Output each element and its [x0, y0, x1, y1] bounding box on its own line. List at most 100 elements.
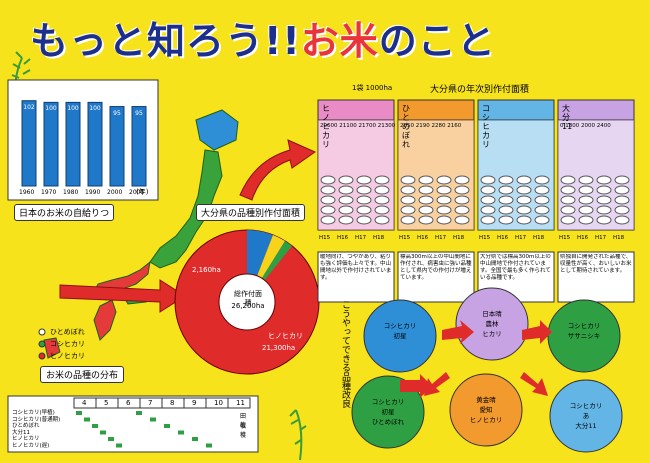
- calendar-legend: 田植: [240, 413, 247, 429]
- rice-bag-icon: [614, 215, 630, 225]
- yearly-column-name: ひとめぼれ: [402, 104, 410, 149]
- calendar-month: 8: [170, 399, 175, 407]
- planting-mark: [108, 437, 114, 441]
- yearly-column-values: 2050 2190 2280 2160: [400, 123, 462, 129]
- self-sufficiency-value: 100: [89, 105, 101, 113]
- yearly-year-label: H16: [577, 235, 589, 241]
- arrow-to-pie: [59, 279, 186, 313]
- calendar-month: 4: [82, 399, 87, 407]
- breeding-line: 日本晴: [482, 310, 502, 318]
- self-sufficiency-bar: [43, 101, 59, 187]
- rice-bag-icon: [516, 185, 532, 195]
- breeding-line: コシヒカリ: [383, 322, 417, 330]
- yearly-year-label: H18: [373, 235, 385, 241]
- calendar-row-label: コシヒカリ(早植): [12, 410, 55, 416]
- self-sufficiency-value: 102: [23, 103, 35, 111]
- breeding-arrows: [400, 320, 552, 398]
- rice-bag-icon: [596, 195, 612, 205]
- breeding-line: 農林: [485, 320, 499, 328]
- yearly-year-label: H17: [435, 235, 447, 241]
- rice-bag-icon: [400, 215, 416, 225]
- breeding-circle: [351, 375, 425, 449]
- distribution-caption: お米の品種の分布: [40, 366, 125, 383]
- yearly-note-box: [317, 251, 395, 303]
- rice-stalk-icon-bottom: [289, 409, 307, 461]
- legend-dot-green: [38, 340, 46, 348]
- harvest-mark: [206, 443, 212, 448]
- rice-bag-icon: [534, 215, 550, 225]
- self-sufficiency-year: 1970: [41, 189, 57, 196]
- yearly-year-label: H18: [453, 235, 465, 241]
- rice-bag-icon: [418, 215, 434, 225]
- self-sufficiency-year: 2005: [129, 189, 145, 196]
- rice-bag-icon: [418, 205, 434, 215]
- breeding-line: コシヒカリ: [569, 402, 603, 410]
- rice-bag-icon: [320, 205, 336, 215]
- yearly-column-header: [557, 99, 635, 121]
- yearly-year-label: H17: [355, 235, 367, 241]
- yearly-column-note: 標高300m以上の中山間地に作付され、病害虫に強い品種として県内での作付けが増え…: [400, 254, 472, 281]
- rice-bag-icon: [560, 185, 576, 195]
- rice-bag-icon: [534, 205, 550, 215]
- breeding-line: あ: [582, 412, 590, 420]
- yearly-column-name: 大分11: [562, 104, 573, 131]
- rice-bag-icon: [560, 205, 576, 215]
- self-sufficiency-bars: [21, 100, 147, 187]
- rice-bag-icon: [374, 215, 390, 225]
- rice-bag-icon: [418, 175, 434, 185]
- planting-mark: [100, 430, 106, 435]
- rice-bag-icon: [480, 195, 496, 205]
- yearly-year-label: H15: [559, 235, 571, 241]
- legend-dot-red: [38, 352, 46, 360]
- pie-total-label: 総作付面積: [234, 290, 262, 307]
- rice-bag-icon: [356, 205, 372, 215]
- pie-total-value: 26,200ha: [231, 302, 265, 310]
- rice-bag-icon: [614, 175, 630, 185]
- rice-bag-icon: [498, 215, 514, 225]
- rice-bag-icon: [338, 205, 354, 215]
- rice-bag-icon: [516, 175, 532, 185]
- rice-bag-icon: [578, 175, 594, 185]
- yearly-year-label: H17: [595, 235, 607, 241]
- calendar-month-cell: [227, 397, 251, 409]
- rice-bag-icon: [356, 185, 372, 195]
- breeding-circle: [449, 373, 523, 447]
- harvest-mark: [192, 437, 198, 441]
- rice-bag-icon: [560, 215, 576, 225]
- rice-bag-icon: [614, 205, 630, 215]
- rice-bag-icon: [356, 175, 372, 185]
- breeding-circle: [363, 299, 437, 373]
- yearly-note-box: [557, 251, 635, 303]
- planting-mark: [76, 411, 82, 415]
- rice-bag-icon: [596, 215, 612, 225]
- breeding-line: 初星: [381, 408, 395, 416]
- rice-bag-icon: [454, 215, 470, 225]
- yearly-column-values: 20600 21100 21700 21300: [320, 123, 396, 129]
- calendar-row-label: ひとめぼれ: [12, 423, 40, 429]
- legend-hinohikari: ヒノヒカリ: [50, 352, 85, 360]
- calendar-row-label: 大分11: [12, 429, 30, 436]
- calendar-month: 6: [126, 399, 131, 407]
- poster-title: もっと知ろう!!お米のこと: [30, 10, 496, 65]
- yearly-year-label: H18: [613, 235, 625, 241]
- yearly-note-box: [397, 251, 475, 303]
- rice-bag-icon: [614, 195, 630, 205]
- rice-bag-icon: [498, 205, 514, 215]
- pie-main-label: ヒノヒカリ: [268, 332, 303, 340]
- breeding-caption: こうやってできる品種改良: [340, 300, 350, 408]
- rice-bag-icon: [596, 185, 612, 195]
- breeding-line: 黄金晴: [476, 396, 496, 404]
- rice-bag-icon: [374, 175, 390, 185]
- rice-bag-icon: [418, 185, 434, 195]
- rice-bag-icon: [480, 205, 496, 215]
- yearly-year-label: H15: [479, 235, 491, 241]
- calendar-month: 9: [192, 399, 197, 407]
- yearly-column-name: ヒノヒカリ: [322, 104, 330, 149]
- planting-mark: [84, 417, 90, 422]
- rice-bag-icon: [320, 195, 336, 205]
- yearly-year-label: H16: [417, 235, 429, 241]
- pie-small-value: 2,160ha: [192, 266, 221, 274]
- yearly-column-note: 暖地向け、つやがあり、粘りも強く評価も上々です。中山間地以外で作付けされています…: [320, 254, 392, 281]
- calendar-row-label: コシヒカリ(普通期): [12, 416, 61, 423]
- rice-bag-icon: [400, 195, 416, 205]
